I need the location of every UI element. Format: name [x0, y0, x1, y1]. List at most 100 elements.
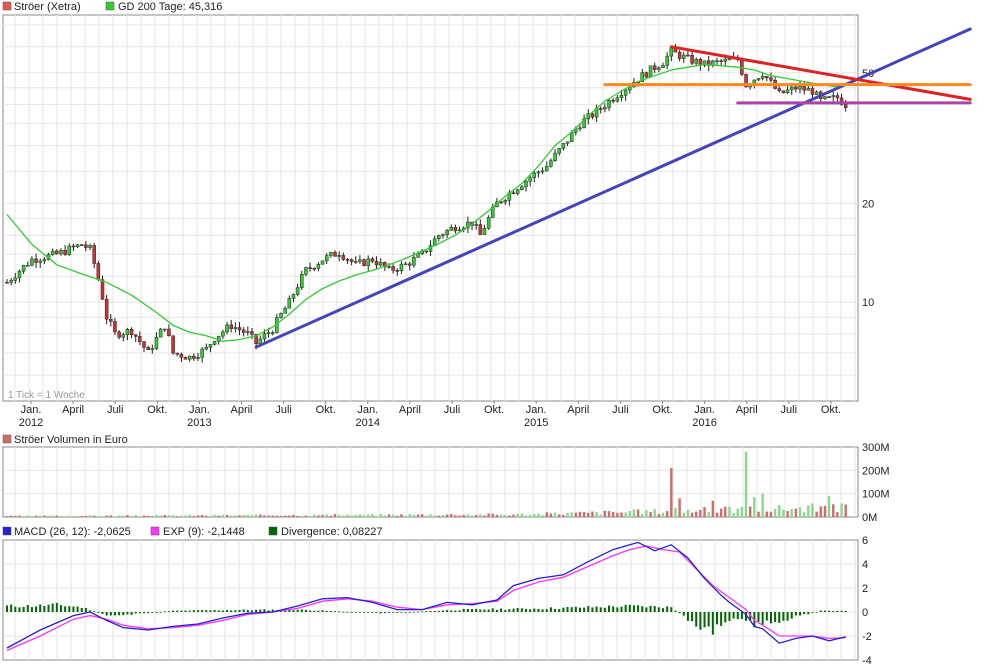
price-candle-body [843, 104, 848, 109]
divergence-bar [309, 610, 312, 612]
divergence-bar [367, 612, 370, 613]
divergence-bar [732, 612, 735, 619]
divergence-bar [466, 608, 469, 612]
price-candle-body [520, 186, 524, 190]
price-candle-body [407, 263, 412, 266]
price-candle-body [474, 224, 478, 226]
volume-bar [138, 516, 142, 517]
volume-bar [134, 515, 137, 517]
divergence-bar [612, 606, 615, 612]
divergence-bar [363, 612, 366, 613]
price-candle-body [345, 259, 350, 261]
volume-bar [487, 513, 490, 517]
volume-bar [308, 515, 312, 517]
divergence-bar [720, 612, 723, 626]
volume-bar [238, 515, 241, 517]
price-candle-body [827, 96, 831, 98]
volume-bar [549, 513, 553, 517]
volume-bar [39, 515, 42, 517]
price-candle-body [486, 217, 491, 229]
divergence-bar [657, 607, 660, 612]
volume-bar [499, 514, 503, 517]
price-candle-body [79, 244, 84, 246]
price-candle-body [412, 257, 416, 266]
divergence-bar [383, 612, 386, 614]
price-candle-body [528, 177, 532, 182]
divergence-bar [520, 608, 523, 612]
price-candle-body [104, 298, 109, 320]
price-candle-body [785, 89, 790, 94]
divergence-bar [549, 607, 552, 612]
volume-bar [495, 514, 499, 517]
volume-bar [840, 503, 843, 517]
volume-bar [782, 509, 785, 517]
divergence-bar [495, 609, 498, 612]
volume-bar [313, 514, 316, 517]
price-candle-body [619, 95, 624, 99]
volume-bar [454, 515, 457, 517]
x-axis-month-label: Okt. [821, 404, 841, 416]
divergence-bar [562, 607, 565, 612]
price-candle-body [449, 227, 454, 231]
divergence-bar [334, 611, 337, 612]
volume-bar [68, 515, 71, 517]
price-candle-body [354, 261, 358, 263]
price-candle-body [113, 321, 117, 333]
volume-bar [367, 514, 370, 517]
volume-bar [773, 509, 777, 517]
volume-bar [512, 514, 515, 517]
volume-bar [462, 514, 465, 517]
volume-bar [537, 513, 540, 517]
divergence-bar [59, 605, 62, 612]
divergence-bar [832, 611, 835, 612]
price-candle-body [341, 255, 346, 260]
divergence-bar [670, 607, 673, 612]
volume-bar [213, 514, 216, 517]
price-candle-body [38, 260, 42, 263]
legend-price-label: Ströer (Xetra) [14, 1, 81, 13]
volume-bar [458, 515, 461, 517]
price-candle-body [158, 328, 163, 338]
volume-bar [844, 504, 847, 517]
volume-bar [225, 515, 229, 517]
divergence-bar [458, 610, 461, 612]
price-candle-body [598, 108, 603, 110]
x-axis-year-label: 2016 [692, 417, 716, 429]
volume-bar [18, 515, 21, 517]
volume-bar [263, 515, 266, 517]
volume-bar [761, 493, 764, 517]
volume-bar [88, 515, 92, 517]
divergence-bar [263, 609, 266, 612]
price-candle-body [225, 324, 229, 333]
divergence-bar [487, 609, 490, 612]
volume-bar [230, 515, 233, 517]
volume-bar [242, 514, 245, 517]
divergence-bar [724, 612, 727, 623]
price-candle-body [117, 331, 121, 338]
legend-price-swatch [2, 1, 12, 11]
volume-bar [429, 514, 432, 517]
volume-bar [188, 514, 191, 517]
volume-bar [624, 512, 627, 517]
price-candle-body [96, 263, 101, 280]
volume-bar [337, 514, 341, 517]
divergence-bar [790, 612, 793, 619]
volume-bar [396, 515, 399, 517]
price-candle-body [121, 334, 126, 338]
divergence-bar [782, 612, 785, 621]
price-candle-body [283, 307, 287, 314]
price-candle-body [133, 334, 138, 337]
price-candle-body [208, 344, 213, 348]
divergence-bar [6, 605, 8, 612]
divergence-bar [500, 608, 503, 612]
price-candle-body [690, 55, 694, 64]
price-candle-body [677, 51, 682, 59]
divergence-bar [603, 607, 606, 612]
volume-bar [711, 500, 715, 517]
price-candle-body [13, 277, 18, 281]
volume-bar [362, 515, 366, 517]
divergence-bar [799, 612, 802, 616]
price-candle-body [715, 60, 719, 63]
volume-bar [275, 515, 279, 517]
volume-bar [271, 515, 274, 517]
